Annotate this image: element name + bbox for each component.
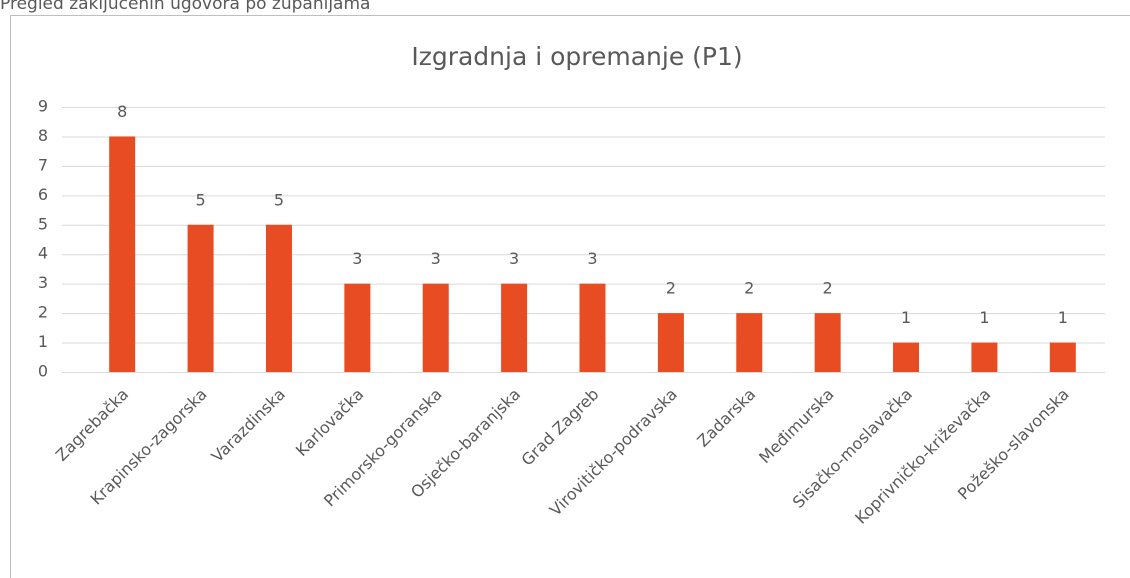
bar [187, 224, 214, 372]
y-tick-label: 6 [38, 185, 48, 204]
bar [1049, 342, 1076, 372]
data-label: 5 [195, 190, 205, 209]
bar [579, 283, 606, 372]
y-tick-label: 7 [38, 155, 48, 174]
page-header: Pregled zaključenih ugovora po županijam… [0, 0, 370, 14]
y-tick-label: 2 [38, 303, 48, 322]
data-label: 2 [666, 279, 676, 298]
y-tick-label: 3 [38, 273, 48, 292]
chart-title: Izgradnja i opremanje (P1) [411, 42, 742, 71]
bar [109, 136, 136, 372]
y-tick-label: 4 [38, 244, 48, 263]
data-label: 5 [274, 190, 284, 209]
x-tick-label: Zadarska [693, 385, 759, 451]
bar [814, 313, 841, 372]
x-tick-label: Grad Zagreb [518, 385, 603, 470]
x-tick-label: Međimurska [755, 385, 838, 468]
data-label: 1 [1058, 308, 1068, 327]
bar [501, 283, 528, 372]
data-label: 3 [352, 249, 362, 268]
data-label: 3 [509, 249, 519, 268]
bar [265, 224, 292, 372]
y-tick-label: 8 [38, 126, 48, 145]
x-tick-label: Varazdinska [208, 385, 289, 466]
x-tick-label: Koprivničko-križevačka [851, 385, 994, 528]
y-tick-label: 1 [38, 332, 48, 351]
data-label: 2 [744, 279, 754, 298]
data-label: 8 [117, 102, 127, 121]
bar [422, 283, 449, 372]
y-tick-label: 9 [38, 97, 48, 116]
data-label: 1 [901, 308, 911, 327]
x-tick-label: Zagrebačka [52, 385, 132, 465]
data-label: 3 [431, 249, 441, 268]
x-tick-label: Karlovačka [292, 385, 367, 460]
chart-border [10, 15, 1130, 578]
data-label: 1 [979, 308, 989, 327]
data-label: 3 [587, 249, 597, 268]
x-tick-label: Virovitičko-podravska [546, 385, 681, 520]
bar [893, 342, 920, 372]
bar [344, 283, 371, 372]
bar [657, 313, 684, 372]
data-label: 2 [823, 279, 833, 298]
y-tick-label: 5 [38, 214, 48, 233]
bar [736, 313, 763, 372]
bar [971, 342, 998, 372]
y-tick-label: 0 [38, 362, 48, 381]
